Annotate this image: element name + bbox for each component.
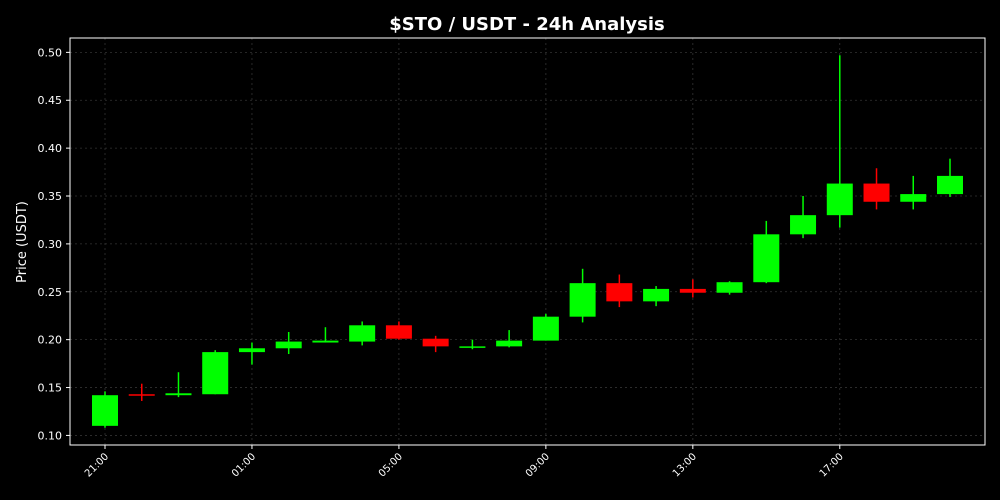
candle-body [569,283,596,317]
candle-body [312,340,339,343]
y-tick-label: 0.50 [38,46,63,59]
y-tick-label: 0.30 [38,238,63,251]
candle-body [716,282,743,293]
y-tick-label: 0.35 [38,190,63,203]
candle-body [643,288,670,302]
candle-body [826,183,853,216]
candle-body [679,288,706,293]
candle-body [275,341,302,349]
candle-body [532,316,559,341]
candle-body [385,325,412,339]
y-tick-label: 0.20 [38,334,63,347]
y-tick-label: 0.15 [38,382,63,395]
candle-body [790,215,817,235]
candle-body [422,338,449,347]
chart-title: $STO / USDT - 24h Analysis [389,14,665,35]
y-tick-label: 0.45 [38,94,63,107]
y-tick-label: 0.10 [38,429,63,442]
candle-body [238,348,265,353]
candle-body [753,234,780,283]
y-tick-label: 0.25 [38,286,63,299]
candle-body [900,194,927,202]
candle-body [937,175,963,195]
candle-body [92,395,118,426]
candle-body [496,340,523,347]
candle-body [606,283,633,302]
y-tick-label: 0.40 [38,142,63,155]
candle-body [128,394,155,396]
y-axis-label: Price (USDT) [15,201,30,283]
candle-body [459,346,486,348]
candle-body [863,183,890,202]
candle-body [202,352,229,395]
plot-frame [69,37,986,446]
candle-body [165,393,192,396]
candle-body [349,325,376,342]
